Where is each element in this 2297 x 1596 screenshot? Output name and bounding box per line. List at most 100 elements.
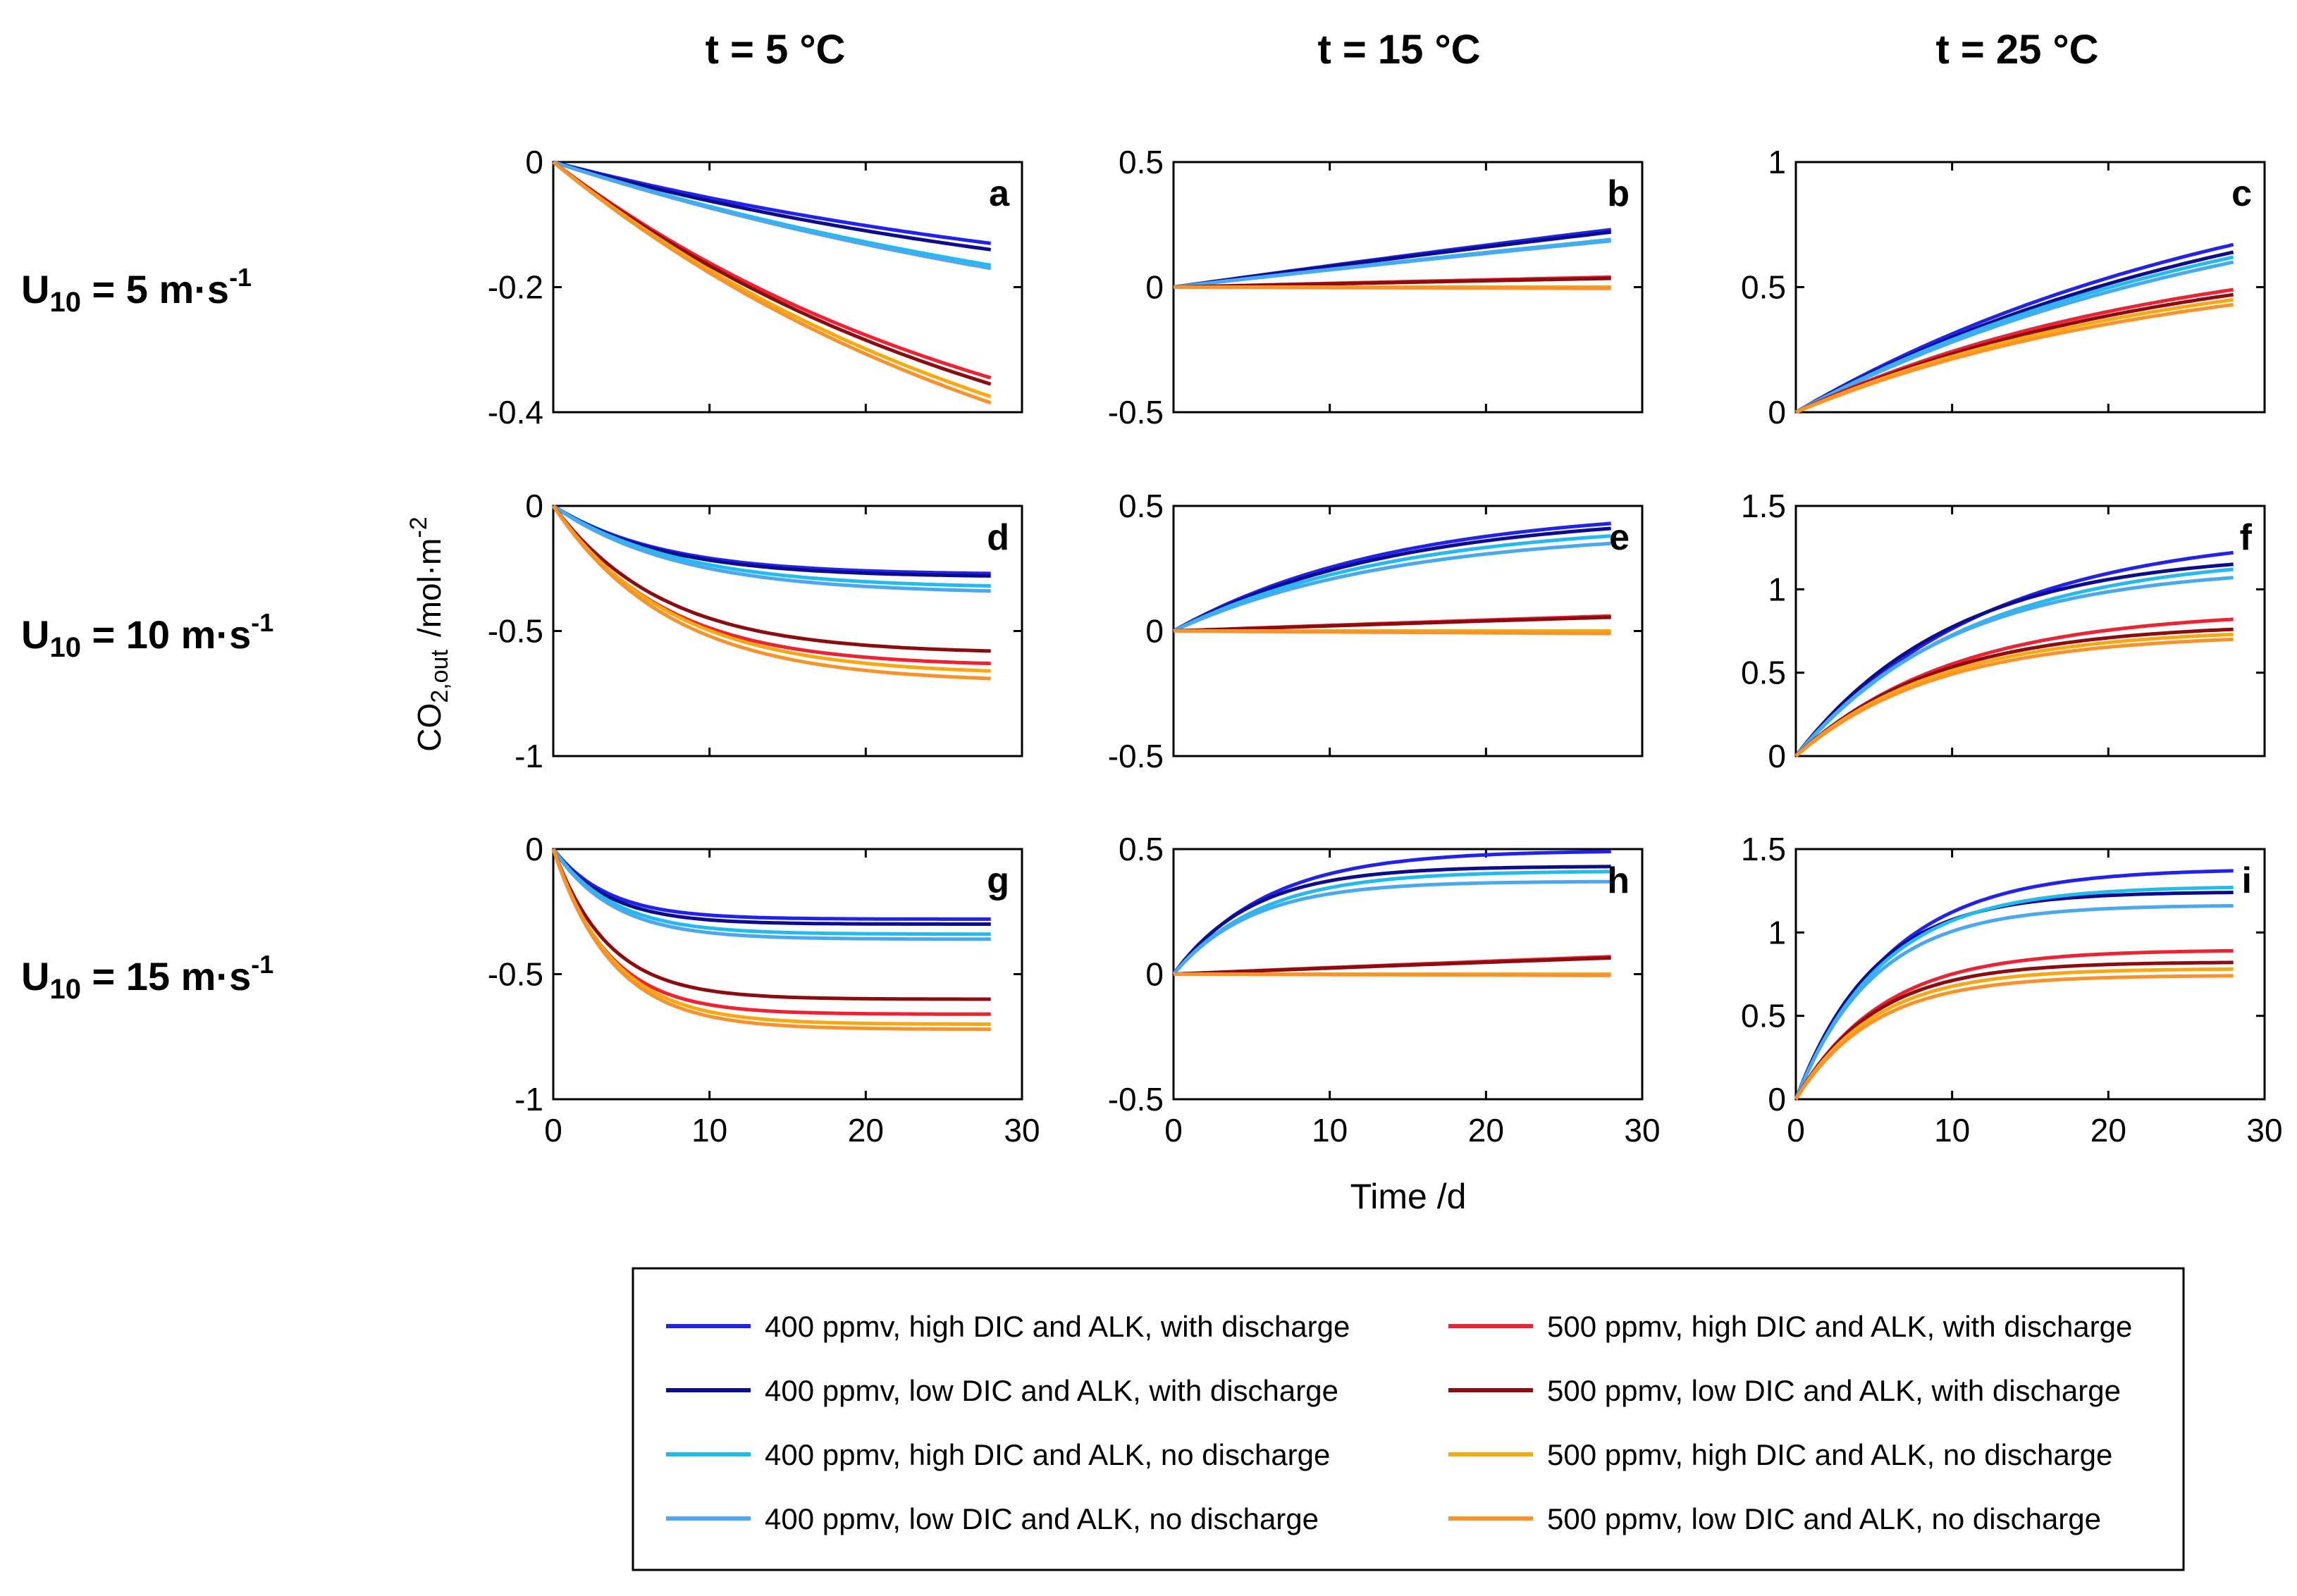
- series-line-s500_low_no: [1174, 629, 1611, 636]
- series-line-s500_low_no: [551, 848, 991, 1032]
- series-line-s500_low_with: [551, 848, 991, 1001]
- panel-letter: d: [987, 517, 1009, 558]
- series-line-s400_low_no: [1794, 260, 2234, 414]
- x-tick-label: 30: [1624, 1112, 1660, 1149]
- series-line-s500_low_no: [1794, 637, 2234, 757]
- x-tick-label: 30: [1004, 1112, 1040, 1149]
- y-tick-label: -0.5: [1108, 394, 1164, 431]
- legend-label: 400 ppmv, high DIC and ALK, with dischar…: [765, 1310, 1350, 1343]
- series-line-s400_high_no: [1794, 885, 2234, 1100]
- legend-label: 400 ppmv, low DIC and ALK, with discharg…: [765, 1374, 1338, 1407]
- series-line-s400_high_no: [551, 848, 991, 936]
- y-tick-label: -0.5: [488, 956, 543, 993]
- series-line-s400_low_no: [1794, 904, 2234, 1100]
- x-tick-label: 20: [848, 1112, 884, 1149]
- series-line-s500_high_no: [551, 848, 991, 1026]
- legend-label: 400 ppmv, high DIC and ALK, no discharge: [765, 1438, 1330, 1471]
- series-line-s400_low_no: [553, 160, 992, 271]
- y-tick-label: 1: [1768, 914, 1786, 951]
- series-line-s400_low_with: [552, 848, 991, 926]
- series-line-s500_low_with: [1794, 627, 2234, 757]
- y-tick-label: 0: [525, 144, 543, 180]
- y-tick-label: 0: [525, 831, 543, 867]
- row-label-u10-5: U10 = 5 m·s-1: [21, 263, 252, 318]
- y-tick-label: 0: [1145, 269, 1164, 306]
- series-line-s500_low_no: [1174, 972, 1611, 977]
- legend-label: 500 ppmv, low DIC and ALK, no discharge: [1547, 1502, 2101, 1535]
- series-line-s400_low_with: [553, 160, 992, 252]
- y-tick-label: -1: [515, 1081, 543, 1118]
- y-tick-label: -0.2: [488, 269, 543, 306]
- legend-label: 500 ppmv, high DIC and ALK, with dischar…: [1547, 1310, 2132, 1343]
- series-line-s400_low_no: [552, 504, 991, 593]
- y-tick-label: 0: [1145, 956, 1164, 993]
- column-title-5c: t = 5 °C: [706, 27, 846, 73]
- panel-f: 0 0.5 1 1.5 f: [1741, 488, 2266, 774]
- x-tick-label: 10: [1312, 1112, 1348, 1149]
- series-line-s400_low_no: [1794, 576, 2234, 757]
- y-tick-label: 0.5: [1119, 144, 1164, 180]
- panel-i: 0 0.5 1 1.5 0 10 20 30 i: [1741, 831, 2283, 1149]
- panels-group: -0.4-0.20a-0.500.5b00.51c-1-0.50d-0.500.…: [488, 144, 2283, 1149]
- y-tick-label: -0.5: [1108, 738, 1164, 774]
- y-tick-label: 1.5: [1741, 488, 1786, 524]
- panel-letter: f: [2240, 517, 2253, 558]
- y-tick-label: 0: [525, 488, 543, 524]
- series-line-s500_high_no: [551, 505, 991, 673]
- series-line-s400_high_no: [1172, 534, 1611, 633]
- x-tick-label: 0: [1164, 1112, 1183, 1149]
- series-line-s400_low_no: [1172, 541, 1611, 633]
- y-tick-label: 1: [1768, 571, 1786, 607]
- x-tick-label: 0: [544, 1112, 562, 1149]
- panel-letter: a: [989, 173, 1010, 214]
- x-tick-label: 10: [691, 1112, 727, 1149]
- panel-letter: i: [2242, 860, 2252, 901]
- legend: 400 ppmv, high DIC and ALK, with dischar…: [632, 1267, 2185, 1571]
- y-tick-label: 0.5: [1119, 831, 1164, 867]
- y-tick-label: 0: [1768, 394, 1786, 431]
- series-line-s400_low_no: [1173, 239, 1611, 289]
- series-line-s500_low_no: [1174, 285, 1611, 290]
- x-tick-label: 30: [2246, 1112, 2282, 1149]
- series-line-s400_high_no: [552, 504, 991, 588]
- panel-letter: h: [1607, 860, 1630, 901]
- panel-g: -1 -0.5 0 0 10 20 30 g: [488, 831, 1040, 1149]
- panel-letter: c: [2231, 173, 2252, 214]
- panel-letter: g: [987, 860, 1009, 901]
- series-line-s400_low_with: [1172, 526, 1611, 633]
- series-line-s400_low_with: [1794, 562, 2234, 757]
- legend-label: 500 ppmv, high DIC and ALK, no discharge: [1547, 1438, 2112, 1471]
- series-line-s500_high_no: [1794, 632, 2234, 757]
- series-line-s500_low_no: [552, 161, 992, 405]
- x-tick-label: 20: [1468, 1112, 1504, 1149]
- panel-e: -0.5 0 0.5 e: [1108, 488, 1644, 774]
- row-label-u10-10: U10 = 10 m·s-1: [21, 608, 273, 663]
- x-tick-label: 10: [1934, 1112, 1970, 1149]
- series-line-s400_low_no: [1172, 879, 1611, 976]
- series-line-s500_low_with: [1794, 960, 2234, 1101]
- panel-h: -0.500.50 10 20 30h: [1108, 831, 1661, 1149]
- series-line-s500_low_no: [551, 505, 991, 681]
- series-line-s500_low_with: [1173, 955, 1611, 976]
- series-line-s500_high_no: [1794, 967, 2234, 1101]
- series-line-s500_low_no: [1795, 302, 2234, 414]
- column-title-25c: t = 25 °C: [1935, 27, 2098, 73]
- panel-a: -0.4 -0.2 0 a: [488, 144, 1023, 431]
- x-tick-label: 20: [2090, 1112, 2126, 1149]
- y-tick-label: -0.5: [488, 613, 543, 650]
- y-tick-label: 0.5: [1741, 998, 1786, 1034]
- y-tick-label: 0.5: [1119, 488, 1164, 524]
- x-tick-label: 0: [1787, 1112, 1805, 1149]
- column-title-15c: t = 15 °C: [1317, 27, 1480, 73]
- y-axis-label: CO2,out/mol·m-2: [405, 516, 453, 751]
- y-tick-label: 0: [1768, 1081, 1786, 1118]
- x-axis-label: Time /d: [1350, 1177, 1467, 1216]
- y-tick-label: 0: [1145, 613, 1164, 650]
- legend-label: 500 ppmv, low DIC and ALK, with discharg…: [1547, 1374, 2121, 1407]
- panel-letter: e: [1609, 517, 1630, 558]
- panel-frame: [552, 161, 1023, 414]
- y-tick-label: 0: [1768, 738, 1786, 774]
- series-line-s400_low_no: [551, 848, 991, 941]
- panel-letter: b: [1607, 173, 1630, 214]
- y-tick-label: -1: [515, 738, 543, 774]
